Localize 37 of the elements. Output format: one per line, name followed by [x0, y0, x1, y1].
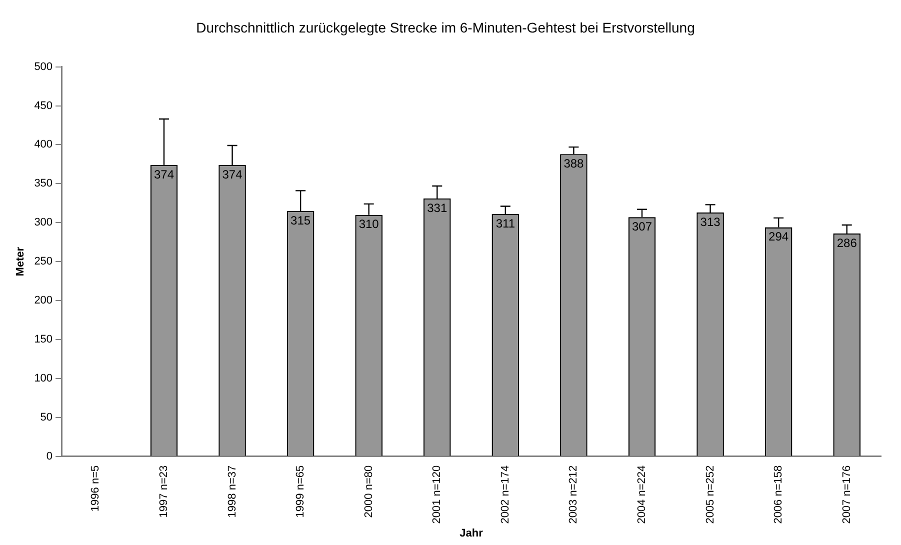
x-tick-label: 2006 n=158 — [772, 465, 785, 524]
x-tick-label: 1996 n=5 — [90, 465, 102, 512]
x-axis-title: Jahr — [460, 527, 484, 540]
y-tick-label: 450 — [34, 100, 53, 112]
data-label: 294 — [768, 230, 789, 244]
data-label: 374 — [222, 167, 243, 182]
data-label: 331 — [427, 200, 448, 215]
y-tick-label: 150 — [34, 334, 53, 346]
data-label: 374 — [154, 167, 174, 182]
y-tick-label: 500 — [34, 60, 53, 73]
data-label: 311 — [496, 216, 516, 230]
x-tick-label: 2004 n=224 — [636, 465, 648, 524]
x-tick-label: 2003 n=212 — [568, 465, 580, 524]
y-tick-label: 300 — [34, 216, 53, 229]
y-tick-label: 100 — [34, 372, 53, 384]
y-tick-label: 250 — [34, 256, 53, 268]
y-tick-label: 0 — [46, 450, 53, 462]
y-tick-label: 400 — [34, 138, 53, 151]
data-label: 310 — [358, 217, 380, 232]
data-label: 388 — [564, 156, 584, 170]
x-tick-label: 2000 n=80 — [362, 465, 375, 518]
y-axis-title: Meter — [14, 246, 27, 276]
x-tick-label: 1997 n=23 — [158, 465, 170, 518]
data-label: 313 — [700, 214, 721, 229]
y-tick-label: 200 — [34, 294, 53, 307]
y-tick-label: 350 — [34, 178, 53, 190]
y-tick-label: 50 — [40, 411, 53, 424]
x-tick-label: 2002 n=174 — [499, 465, 512, 524]
x-tick-label: 1998 n=37 — [226, 465, 238, 518]
chart-title: Durchschnittlich zurückgelegte Strecke im 6-Minuten-Gehtest bei Erstvorstellung — [196, 19, 695, 36]
data-label: 307 — [632, 219, 652, 234]
x-tick-label: 2001 n=120 — [431, 465, 444, 524]
x-tick-label: 1999 n=65 — [294, 465, 307, 518]
x-tick-label: 2005 n=252 — [704, 465, 716, 524]
data-label: 286 — [836, 236, 858, 250]
x-tick-label: 2007 n=176 — [840, 465, 853, 524]
data-label: 315 — [290, 213, 311, 228]
